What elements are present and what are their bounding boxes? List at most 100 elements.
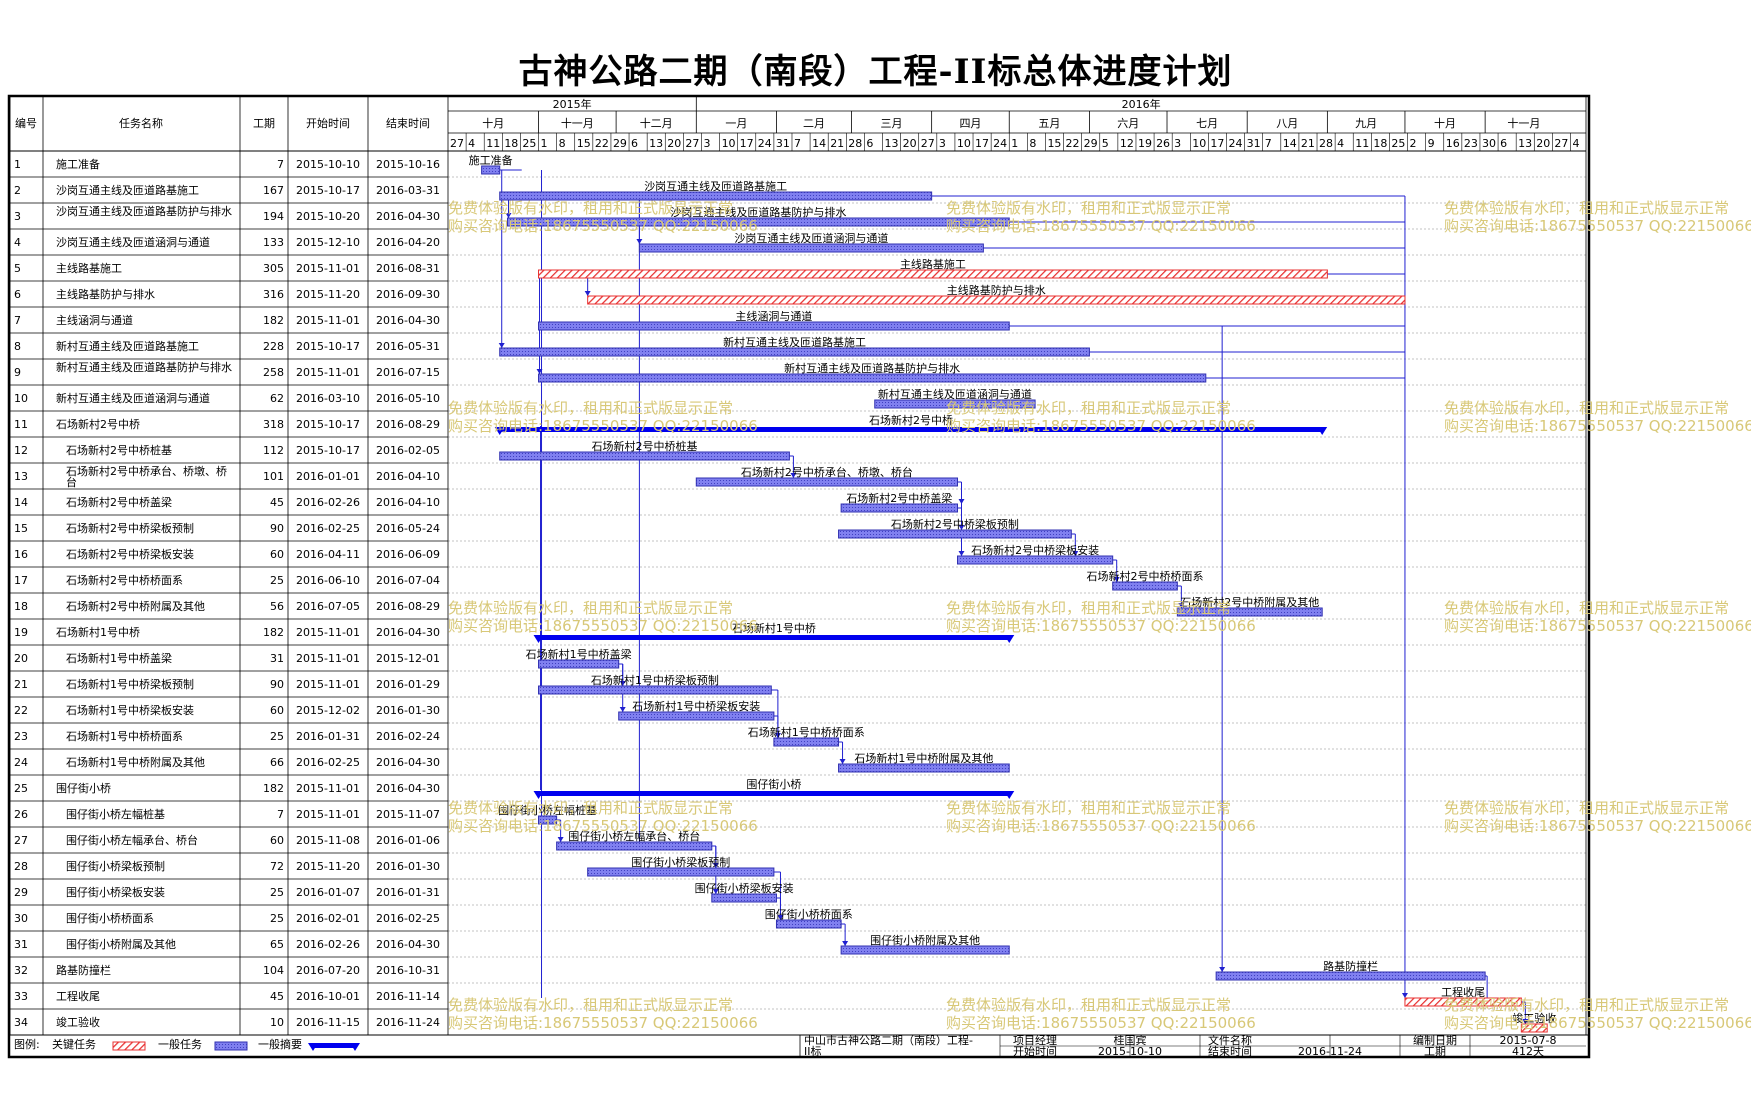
cell-name: 石场新村2号中桥盖梁 [66,495,172,509]
week-label: 12 [1120,137,1134,150]
bar-label: 石场新村2号中桥桩基 [592,439,698,453]
cell-duration: 66 [270,756,284,769]
week-label: 30 [1482,137,1496,150]
cell-end: 2016-08-29 [376,600,440,613]
watermark-text: 购买咨询电话:18675550537 QQ:22150066 [448,617,758,635]
cell-end: 2016-05-24 [376,522,440,535]
footer-start-label: 开始时间 [1013,1044,1057,1058]
cell-end: 2016-04-30 [376,782,440,795]
year-label: 2015年 [553,97,592,111]
footer-pm-label: 项目经理 [1013,1034,1057,1047]
cell-end: 2016-02-25 [376,912,440,925]
bar-label: 石场新村1号中桥梁板安装 [632,699,760,713]
cell-id: 9 [14,366,21,379]
cell-start: 2015-11-01 [296,314,360,327]
week-label: 5 [1102,137,1109,150]
week-label: 13 [1518,137,1532,150]
cell-start: 2015-10-20 [296,210,360,223]
cell-name: 新村互通主线及匝道路基防护与排水 [56,360,232,374]
week-label: 20 [667,137,681,150]
legend-critical-swatch [112,1041,146,1051]
cell-duration: 228 [263,340,284,353]
task-bar-normal [538,685,772,695]
month-label: 九月 [1355,117,1377,130]
week-label: 6 [631,137,638,150]
link-arrow [505,213,512,218]
cell-start: 2016-11-15 [296,1016,360,1029]
cell-start: 2015-10-17 [296,184,360,197]
month-label: 六月 [1117,117,1139,130]
watermark-text: 购买咨询电话:18675550537 QQ:22150066 [946,817,1256,835]
bar-label: 主线路基防护与排水 [947,283,1046,297]
link-arrow [1522,1019,1529,1024]
bar-label: 竣工验收 [1512,1011,1556,1025]
week-label: 24 [993,137,1007,150]
watermark-text: 免费体验版有水印，租用和正式版显示正常 [1444,996,1729,1014]
task-bars [481,165,1548,1033]
bar-label: 石场新村2号中桥梁板安装 [971,543,1099,557]
week-label: 17 [975,137,989,150]
bar-label: 围仔街小桥梁板安装 [695,881,794,895]
cell-duration: 25 [270,912,284,925]
cell-name: 石场新村1号中桥梁板预制 [66,677,194,691]
cell-id: 11 [14,418,28,431]
task-bar-critical [1520,1023,1548,1033]
task-bar-normal [838,529,1072,539]
cell-name: 石场新村2号中桥梁板安装 [66,547,194,561]
week-label: 13 [649,137,663,150]
cell-end: 2015-12-01 [376,652,440,665]
task-bar-summary [499,427,1323,432]
cell-start: 2015-11-01 [296,678,360,691]
task-table: 1 施工准备 7 2015-10-10 2015-10-16 2 沙岗互通主线及匝道路基施工… [14,157,440,1029]
column-header-start: 开始时间 [306,116,350,130]
bar-label: 沙岗互通主线及匝道涵洞与通道 [734,231,888,245]
task-bar-normal [838,763,1010,773]
legend-critical-label: 关键任务 [52,1037,96,1051]
cell-id: 21 [14,678,28,691]
cell-name: 石场新村1号中桥盖梁 [66,651,172,665]
watermark-text: 购买咨询电话:18675550537 QQ:22150066 [946,617,1256,635]
month-label: 十月 [1434,116,1456,130]
bar-label: 石场新村2号中桥附属及其他 [1180,595,1319,609]
task-bar-normal [538,815,558,825]
week-label: 31 [776,137,790,150]
cell-id: 30 [14,912,28,925]
legend-summary-cap [308,1043,318,1051]
week-label: 24 [1228,137,1242,150]
week-label: 7 [1265,137,1272,150]
cell-id: 18 [14,600,28,613]
week-label: 22 [1066,137,1080,150]
cell-start: 2015-11-01 [296,366,360,379]
cell-end: 2016-08-29 [376,418,440,431]
watermark-text: 免费体验版有水印，租用和正式版显示正常 [946,399,1231,417]
week-label: 6 [866,137,873,150]
cell-id: 26 [14,808,28,821]
footer-project-name: II标 [804,1044,822,1058]
week-label: 26 [1156,137,1170,150]
link-arrow [958,551,965,556]
cell-duration: 182 [263,782,284,795]
column-header-name: 任务名称 [119,116,163,130]
task-bar-normal [481,165,501,175]
outer-frame [7,94,1591,1059]
cell-start: 2015-11-20 [296,288,360,301]
cell-duration: 104 [263,964,284,977]
week-label: 4 [1572,137,1579,150]
cell-id: 4 [14,236,21,249]
watermark-text: 免费体验版有水印，租用和正式版显示正常 [946,599,1231,617]
task-bar-summary [538,635,1010,640]
watermark-text: 免费体验版有水印，租用和正式版显示正常 [448,399,733,417]
cell-name: 主线路基防护与排水 [56,287,155,301]
bar-labels: 施工准备沙岗互通主线及匝道路基施工沙岗互通主线及匝道路基防护与排水沙岗互通主线及… [469,153,1557,1025]
link-arrow [774,733,781,738]
cell-duration: 318 [263,418,284,431]
cell-start: 2015-11-01 [296,652,360,665]
cell-id: 25 [14,782,28,795]
week-label: 15 [577,137,591,150]
month-label: 七月 [1196,117,1218,130]
week-label: 6 [1500,137,1507,150]
cell-duration: 182 [263,626,284,639]
bar-label: 石场新村2号中桥承台、桥墩、桥台 [741,465,913,479]
link-arrow [839,759,846,764]
month-label: 十一月 [1507,116,1540,130]
